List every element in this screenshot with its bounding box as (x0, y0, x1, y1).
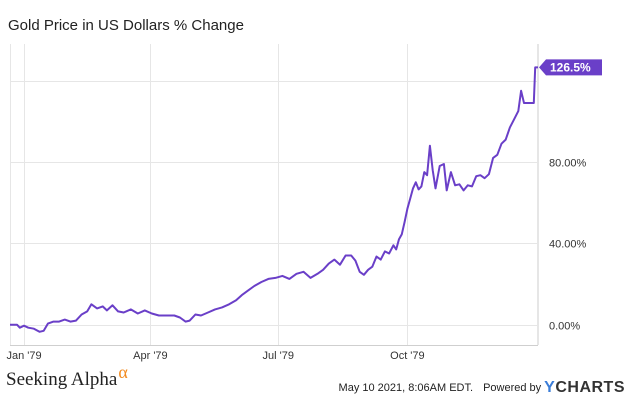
axis-labels: 0.00% 40.00% 80.00% Jan '79 Apr '79 Jul '79 Oc… (6, 158, 586, 363)
end-label-layer: 126.5% (539, 59, 602, 76)
ycharts-y-icon: Y (544, 379, 556, 396)
powered-by-label: Powered by (483, 382, 542, 394)
chart-footer: May 10 2021, 8:06AM EDT. Powered by YCHA… (339, 379, 625, 397)
x-tick-label: Jul '79 (262, 350, 293, 362)
y-tick-label: 40.00% (549, 239, 587, 251)
alpha-symbol-icon: α (118, 362, 128, 382)
y-tick-label: 80.00% (549, 158, 587, 170)
seeking-alpha-logo: Seeking Alphaα (6, 362, 128, 391)
series-line (10, 66, 538, 333)
ycharts-logo[interactable]: YCHARTS (544, 379, 625, 397)
x-tick-label: Apr '79 (133, 350, 168, 362)
grid-lines (10, 44, 539, 346)
chart-title: Gold Price in US Dollars % Change (8, 17, 244, 34)
ycharts-wordmark: CHARTS (555, 379, 625, 396)
series-layer (10, 66, 538, 333)
x-tick-label: Oct '79 (390, 350, 425, 362)
timestamp: May 10 2021, 8:06AM EDT. (338, 382, 474, 394)
end-value-badge (539, 59, 602, 76)
end-value-label: 126.5% (550, 60, 591, 74)
brand-name: Seeking Alpha (6, 369, 118, 390)
x-tick-label: Jan '79 (6, 350, 41, 362)
y-tick-label: 0.00% (549, 321, 580, 333)
